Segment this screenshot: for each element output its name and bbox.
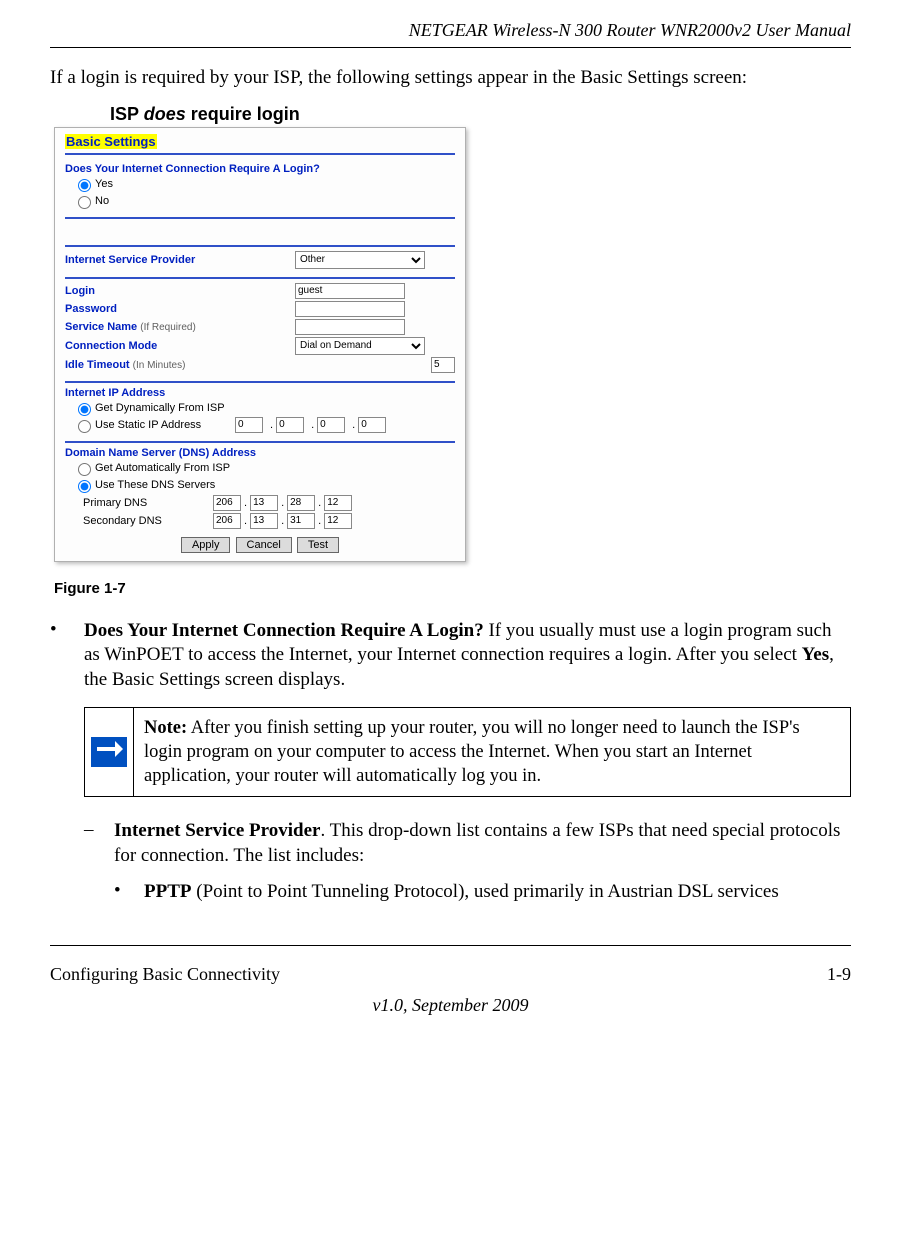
dns-auto-row: Get Automatically From ISP — [73, 460, 455, 476]
button-row: Apply Cancel Test — [65, 537, 455, 553]
dash-lead: Internet Service Provider — [114, 820, 320, 841]
note-icon-cell — [85, 708, 134, 796]
service-label: Service Name — [65, 321, 137, 333]
login-label: Login — [65, 285, 295, 297]
service-hint: (If Required) — [140, 322, 196, 333]
service-label-wrap: Service Name (If Required) — [65, 321, 295, 333]
dns-s-3[interactable] — [287, 513, 315, 529]
footer-center: v1.0, September 2009 — [50, 995, 851, 1016]
note-lead: Note: — [144, 718, 187, 738]
connection-mode-select[interactable]: Dial on Demand — [295, 337, 425, 355]
ss-question: Does Your Internet Connection Require A … — [65, 163, 455, 175]
bullet-marker: • — [50, 619, 84, 693]
radio-no-label: No — [95, 195, 109, 207]
idle-input[interactable] — [431, 357, 455, 373]
ip-octet-1[interactable] — [235, 417, 263, 433]
idle-label-wrap: Idle Timeout (In Minutes) — [65, 359, 295, 371]
dns-secondary-label: Secondary DNS — [83, 515, 213, 527]
note-box: Note: After you finish setting up your r… — [84, 707, 851, 797]
dns-primary-label: Primary DNS — [83, 497, 213, 509]
footer-right: 1-9 — [827, 964, 851, 985]
password-input[interactable] — [295, 301, 405, 317]
dot-marker: • — [114, 880, 144, 905]
dns-p-3[interactable] — [287, 495, 315, 511]
service-input[interactable] — [295, 319, 405, 335]
dns-use-radio[interactable] — [78, 480, 91, 493]
ip-octet-2[interactable] — [276, 417, 304, 433]
dns-auto-radio[interactable] — [78, 463, 91, 476]
dns-s-1[interactable] — [213, 513, 241, 529]
dns-auto-label: Get Automatically From ISP — [95, 462, 230, 474]
radio-yes-label: Yes — [95, 178, 113, 190]
dot-body: PPTP (Point to Point Tunneling Protocol)… — [144, 880, 851, 905]
ss-divider — [65, 153, 455, 155]
idle-label: Idle Timeout — [65, 359, 130, 371]
isp-select[interactable]: Other — [295, 251, 425, 269]
ip-heading: Internet IP Address — [65, 387, 455, 399]
arrow-icon — [91, 737, 127, 767]
dot-rest: (Point to Point Tunneling Protocol), use… — [192, 881, 779, 902]
dns-s-4[interactable] — [324, 513, 352, 529]
note-text: Note: After you finish setting up your r… — [134, 708, 850, 796]
ss-divider — [65, 277, 455, 279]
dash-marker: – — [84, 819, 114, 868]
idle-hint: (In Minutes) — [133, 360, 186, 371]
figure-caption: Figure 1-7 — [54, 580, 851, 597]
bullet-body: Does Your Internet Connection Require A … — [84, 619, 851, 693]
login-input[interactable] — [295, 283, 405, 299]
bullet-lead: Does Your Internet Connection Require A … — [84, 620, 484, 641]
basic-settings-screenshot: Basic Settings Does Your Internet Connec… — [54, 127, 466, 562]
page-header-title: NETGEAR Wireless-N 300 Router WNR2000v2 … — [50, 20, 851, 41]
dns-use-row: Use These DNS Servers — [73, 477, 455, 493]
ip-dyn-label: Get Dynamically From ISP — [95, 402, 225, 414]
bullet-yes: Yes — [802, 644, 829, 665]
header-rule — [50, 47, 851, 48]
callout-prefix: ISP — [110, 104, 144, 124]
radio-yes-row: Yes — [73, 176, 455, 192]
dns-heading: Domain Name Server (DNS) Address — [65, 447, 455, 459]
dash-body: Internet Service Provider. This drop-dow… — [114, 819, 851, 868]
password-label: Password — [65, 303, 295, 315]
footer-left: Configuring Basic Connectivity — [50, 964, 280, 985]
ss-divider — [65, 441, 455, 443]
ss-divider — [65, 245, 455, 247]
radio-yes[interactable] — [78, 179, 91, 192]
ss-title: Basic Settings — [65, 134, 157, 149]
ip-dyn-row: Get Dynamically From ISP — [73, 400, 455, 416]
dns-p-4[interactable] — [324, 495, 352, 511]
intro-paragraph: If a login is required by your ISP, the … — [50, 66, 851, 90]
isp-label: Internet Service Provider — [65, 254, 295, 266]
callout-emph: does — [144, 104, 186, 124]
callout-label: ISP does require login — [110, 104, 851, 125]
dns-use-label: Use These DNS Servers — [95, 479, 215, 491]
radio-no[interactable] — [78, 196, 91, 209]
apply-button[interactable]: Apply — [181, 537, 231, 553]
ss-divider — [65, 381, 455, 383]
test-button[interactable]: Test — [297, 537, 339, 553]
dns-p-1[interactable] — [213, 495, 241, 511]
ip-static-row: Use Static IP Address . . . — [73, 417, 455, 433]
ip-dyn-radio[interactable] — [78, 403, 91, 416]
dns-s-2[interactable] — [250, 513, 278, 529]
callout-suffix: require login — [186, 104, 300, 124]
ip-octet-4[interactable] — [358, 417, 386, 433]
ip-static-label: Use Static IP Address — [95, 419, 235, 431]
connection-mode-label: Connection Mode — [65, 340, 295, 352]
radio-no-row: No — [73, 193, 455, 209]
footer-rule — [50, 945, 851, 946]
cancel-button[interactable]: Cancel — [236, 537, 292, 553]
ip-octet-3[interactable] — [317, 417, 345, 433]
ss-divider — [65, 217, 455, 219]
dot-lead: PPTP — [144, 881, 192, 902]
note-body: After you finish setting up your router,… — [144, 718, 800, 786]
dns-p-2[interactable] — [250, 495, 278, 511]
ip-static-radio[interactable] — [78, 420, 91, 433]
